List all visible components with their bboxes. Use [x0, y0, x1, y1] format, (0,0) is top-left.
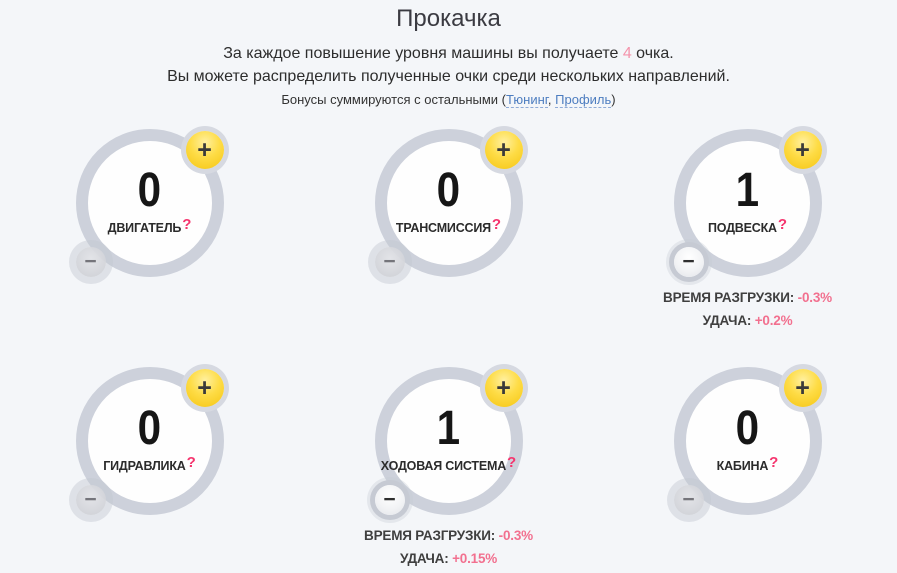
- stat-label: ДВИГАТЕЛЬ: [107, 221, 182, 235]
- upgrade-grid: 0 ДВИГАТЕЛЬ? + − 0 ТРАНСМИССИЯ? + − 1 ПО…: [0, 129, 897, 573]
- intro-line2: Вы можете распределить полученные очки с…: [167, 68, 730, 85]
- points-value: 1: [436, 402, 461, 455]
- plus-button[interactable]: +: [185, 131, 224, 169]
- bonus-name: УДАЧА:: [702, 313, 752, 328]
- label-row: КАБИНА?: [717, 454, 779, 475]
- upgrade-widget-cabin: 0 КАБИНА? + −: [598, 367, 897, 573]
- help-icon[interactable]: ?: [777, 216, 788, 233]
- circle-content: 1 ХОДОВАЯ СИСТЕМА?: [381, 379, 516, 503]
- bonus-line: ВРЕМЯ РАЗГРУЗКИ: -0.3%: [364, 529, 533, 543]
- plus-button[interactable]: +: [783, 369, 822, 407]
- minus-button[interactable]: −: [75, 247, 106, 277]
- bonus-line: УДАЧА: +0.2%: [663, 314, 832, 328]
- upgrade-circle: 0 ТРАНСМИССИЯ? + −: [374, 129, 523, 277]
- minus-button[interactable]: −: [374, 247, 405, 277]
- intro-suffix: очка.: [631, 45, 674, 62]
- help-icon[interactable]: ?: [769, 454, 779, 471]
- bonus-value: -0.3%: [498, 528, 533, 543]
- label-row: ТРАНСМИССИЯ?: [396, 216, 501, 237]
- plus-button[interactable]: +: [185, 369, 224, 407]
- upgrade-widget-hydraulics: 0 ГИДРАВЛИКА? + −: [0, 367, 299, 573]
- bonus-value: +0.15%: [452, 551, 498, 566]
- bonus-value: +0.2%: [754, 313, 793, 328]
- plus-button[interactable]: +: [484, 131, 523, 169]
- bonus-note: Бонусы суммируются с остальными (Тюнинг,…: [0, 91, 897, 108]
- points-value: 0: [735, 402, 760, 455]
- bonus-line: УДАЧА: +0.15%: [364, 552, 533, 566]
- profile-link[interactable]: Профиль: [555, 92, 612, 108]
- upgrade-widget-engine: 0 ДВИГАТЕЛЬ? + −: [0, 129, 299, 367]
- stat-label: ГИДРАВЛИКА: [103, 459, 186, 473]
- plus-button[interactable]: +: [484, 369, 523, 407]
- label-row: ГИДРАВЛИКА?: [103, 454, 196, 475]
- points-per-level: 4: [622, 45, 632, 62]
- help-icon[interactable]: ?: [186, 454, 196, 471]
- minus-button[interactable]: −: [673, 247, 704, 277]
- upgrade-circle: 0 КАБИНА? + −: [673, 367, 822, 515]
- upgrade-circle: 0 ГИДРАВЛИКА? + −: [75, 367, 224, 515]
- points-value: 0: [436, 164, 461, 217]
- minus-button[interactable]: −: [75, 485, 106, 515]
- label-row: ПОДВЕСКА?: [708, 216, 787, 237]
- note-separator: ,: [547, 92, 556, 107]
- plus-button[interactable]: +: [783, 131, 822, 169]
- intro-prefix: За каждое повышение уровня машины вы пол…: [223, 45, 623, 62]
- bonus-name: ВРЕМЯ РАЗГРУЗКИ:: [663, 290, 795, 305]
- bonus-list: ВРЕМЯ РАЗГРУЗКИ: -0.3% УДАЧА: +0.2%: [663, 291, 832, 337]
- upgrade-widget-chassis: 1 ХОДОВАЯ СИСТЕМА? + − ВРЕМЯ РАЗГРУЗКИ: …: [299, 367, 598, 573]
- help-icon[interactable]: ?: [507, 454, 517, 471]
- circle-content: 0 ГИДРАВЛИКА?: [88, 379, 212, 503]
- minus-button[interactable]: −: [374, 485, 405, 515]
- points-value: 0: [137, 402, 162, 455]
- upgrade-widget-suspension: 1 ПОДВЕСКА? + − ВРЕМЯ РАЗГРУЗКИ: -0.3% УД…: [598, 129, 897, 367]
- note-suffix: ): [611, 92, 616, 107]
- circle-content: 0 ДВИГАТЕЛЬ?: [88, 141, 212, 265]
- label-row: ДВИГАТЕЛЬ?: [108, 216, 192, 237]
- stat-label: ПОДВЕСКА: [707, 221, 777, 235]
- upgrade-circle: 0 ДВИГАТЕЛЬ? + −: [75, 129, 224, 277]
- stat-label: КАБИНА: [716, 459, 769, 473]
- points-value: 1: [735, 164, 760, 217]
- bonus-list: ВРЕМЯ РАЗГРУЗКИ: -0.3% УДАЧА: +0.15%: [364, 529, 533, 573]
- bonus-name: ВРЕМЯ РАЗГРУЗКИ:: [364, 528, 496, 543]
- circle-content: 0 КАБИНА?: [686, 379, 810, 503]
- intro-line1: За каждое повышение уровня машины вы пол…: [0, 42, 897, 65]
- stat-label: ТРАНСМИССИЯ: [395, 221, 491, 235]
- upgrade-circle: 1 ПОДВЕСКА? + −: [673, 129, 822, 277]
- points-value: 0: [137, 164, 162, 217]
- help-icon[interactable]: ?: [491, 216, 502, 233]
- bonus-name: УДАЧА:: [399, 551, 449, 566]
- circle-content: 1 ПОДВЕСКА?: [686, 141, 810, 265]
- upgrade-widget-transmission: 0 ТРАНСМИССИЯ? + −: [299, 129, 598, 367]
- circle-content: 0 ТРАНСМИССИЯ?: [387, 141, 511, 265]
- stat-label: ХОДОВАЯ СИСТЕМА: [380, 459, 507, 473]
- note-prefix: Бонусы суммируются с остальными (: [281, 92, 507, 107]
- bonus-value: -0.3%: [797, 290, 832, 305]
- minus-button[interactable]: −: [673, 485, 704, 515]
- label-row: ХОДОВАЯ СИСТЕМА?: [381, 454, 516, 475]
- page-title: Прокачка: [396, 5, 501, 32]
- upgrade-circle: 1 ХОДОВАЯ СИСТЕМА? + −: [374, 367, 523, 515]
- bonus-line: ВРЕМЯ РАЗГРУЗКИ: -0.3%: [663, 291, 832, 305]
- help-icon[interactable]: ?: [182, 216, 192, 233]
- tuning-link[interactable]: Тюнинг: [506, 92, 548, 108]
